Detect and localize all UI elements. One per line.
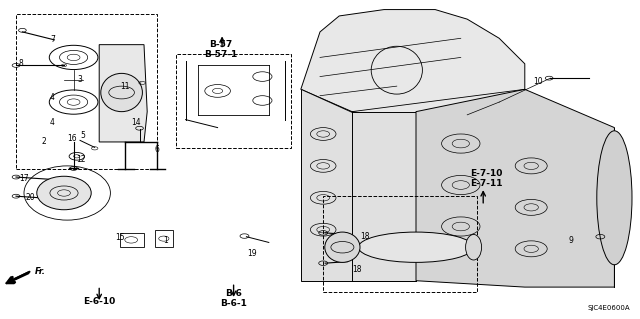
Polygon shape <box>416 89 614 287</box>
Text: 19: 19 <box>246 249 257 258</box>
Ellipse shape <box>325 232 360 262</box>
Bar <box>120 233 144 247</box>
Bar <box>155 230 173 247</box>
Text: 14: 14 <box>131 118 141 127</box>
Bar <box>16 14 157 169</box>
Bar <box>176 54 291 148</box>
Ellipse shape <box>101 73 143 112</box>
Text: 4: 4 <box>50 118 55 127</box>
Text: 9: 9 <box>568 236 573 245</box>
Text: SJC4E0600A: SJC4E0600A <box>588 305 630 311</box>
Text: 20: 20 <box>26 193 36 202</box>
Text: 16: 16 <box>67 134 77 143</box>
Text: E-6-10: E-6-10 <box>83 297 115 306</box>
Text: Fr.: Fr. <box>35 267 46 276</box>
Text: E-7-10
E-7-11: E-7-10 E-7-11 <box>470 169 502 188</box>
Polygon shape <box>301 89 416 281</box>
Text: 10: 10 <box>532 77 543 86</box>
Polygon shape <box>99 45 147 142</box>
Ellipse shape <box>466 234 482 260</box>
Text: 12: 12 <box>77 155 86 164</box>
Polygon shape <box>301 10 525 128</box>
Bar <box>323 196 477 292</box>
Ellipse shape <box>358 232 474 262</box>
Text: 1: 1 <box>163 236 168 245</box>
Text: 18: 18 <box>360 232 369 241</box>
Text: 3: 3 <box>77 75 83 84</box>
Text: 4: 4 <box>50 93 55 102</box>
Ellipse shape <box>596 131 632 265</box>
Text: 11: 11 <box>120 82 129 91</box>
Text: 2: 2 <box>41 137 46 146</box>
Text: 18: 18 <box>352 265 361 274</box>
Text: 15: 15 <box>115 233 125 242</box>
Text: B-57
B-57-1: B-57 B-57-1 <box>204 40 237 59</box>
Text: 7: 7 <box>51 35 56 44</box>
Text: B-6
B-6-1: B-6 B-6-1 <box>220 289 247 308</box>
Ellipse shape <box>36 176 92 210</box>
Text: 6: 6 <box>154 145 159 154</box>
Text: 17: 17 <box>19 174 29 183</box>
Text: 5: 5 <box>81 131 86 140</box>
Text: 8: 8 <box>18 59 23 68</box>
